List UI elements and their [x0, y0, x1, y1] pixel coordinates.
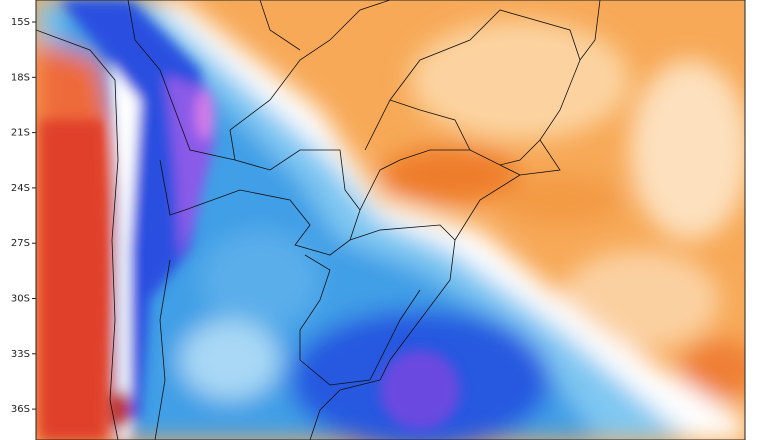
latitude-label: 15S	[11, 17, 30, 28]
latitude-label: 36S	[11, 404, 30, 415]
borders	[36, 0, 601, 440]
latitude-label: 21S	[11, 128, 30, 139]
latitude-label: 18S	[11, 72, 30, 83]
map-frame	[35, 0, 746, 440]
latitude-label: 30S	[11, 294, 30, 305]
latitude-label: 24S	[11, 183, 30, 194]
latitude-axis: 15S 18S 21S 24S 27S 30S 33S 36S	[11, 17, 36, 415]
field	[36, 0, 745, 440]
latitude-label: 33S	[11, 349, 30, 360]
latitude-label: 27S	[11, 238, 30, 249]
